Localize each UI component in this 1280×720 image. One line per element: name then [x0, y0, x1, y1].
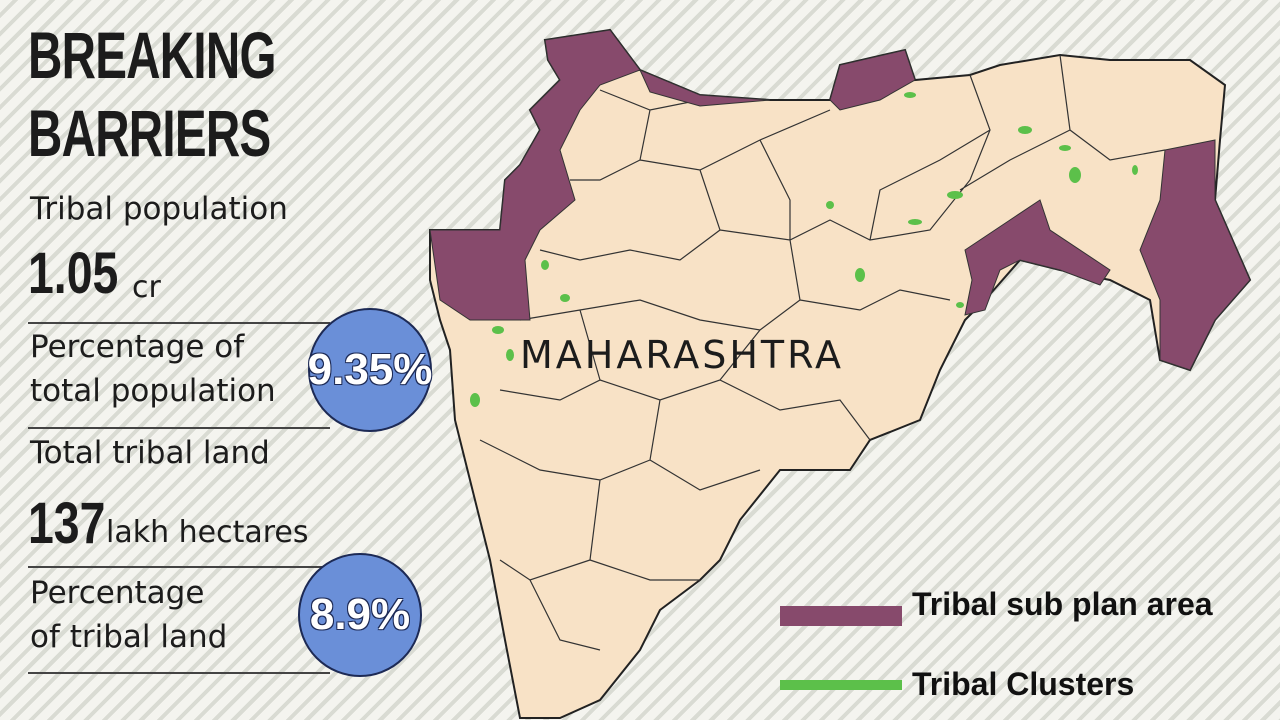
district-lines: [479, 54, 1166, 651]
separator: [28, 322, 330, 324]
title-line: BARRIERS: [28, 96, 271, 170]
stat-unit: cr: [132, 270, 161, 305]
badge: 9.35%: [308, 308, 432, 432]
separator: [28, 566, 330, 568]
separator: [28, 672, 330, 674]
legend-label: Tribal Clusters: [912, 666, 1135, 702]
stat-label: Tribal population: [30, 191, 288, 227]
tribal-clusters: [470, 92, 1138, 407]
badge: 8.9%: [298, 553, 422, 677]
stat-label: total population: [30, 373, 276, 409]
stat-value: 137: [28, 491, 106, 556]
stat-label: Total tribal land: [30, 435, 270, 471]
map-label: MAHARASHTRA: [520, 333, 844, 377]
stat-label: Percentage: [30, 575, 205, 611]
title-line: BREAKING: [28, 18, 276, 92]
legend-label: Tribal sub plan area: [912, 586, 1213, 622]
tribal-sub-plan-areas: [429, 29, 1251, 371]
legend-swatch: [780, 606, 902, 626]
separator: [28, 427, 330, 429]
stat-label: Percentage of: [30, 329, 245, 365]
stat-unit: lakh hectares: [106, 515, 309, 550]
stat-label: of tribal land: [30, 619, 228, 655]
stat-value: 1.05: [28, 241, 119, 306]
legend-swatch: [780, 680, 902, 690]
